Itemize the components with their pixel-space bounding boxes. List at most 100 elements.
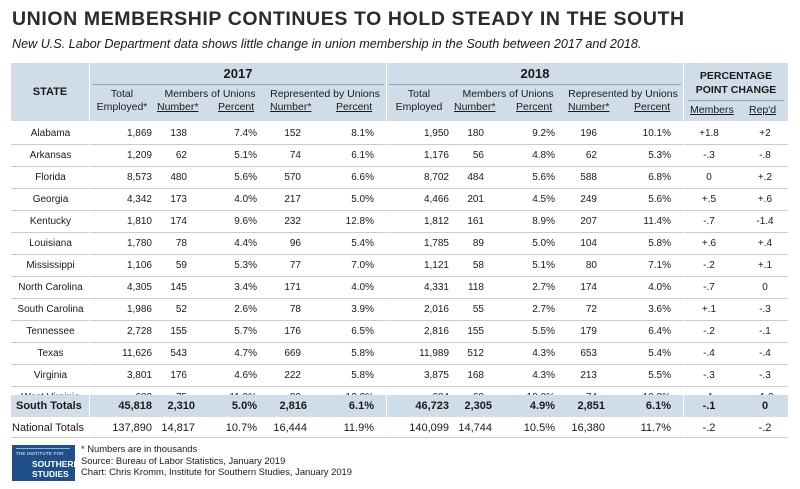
state-name: Mississippi bbox=[26, 260, 75, 271]
state-column-header: STATE bbox=[32, 86, 68, 98]
logo-the-institute-for: THE INSTITUTE FOR bbox=[16, 451, 64, 456]
cell-mempct17: 9.6% bbox=[234, 216, 257, 227]
cell-mempct18: 4.3% bbox=[532, 370, 555, 381]
cell-mem18: 512 bbox=[467, 348, 484, 359]
cell-tot18: 1,785 bbox=[423, 238, 449, 249]
cell-chg-rep: -1.4 bbox=[756, 216, 774, 227]
cell-mem17: 543 bbox=[170, 348, 187, 359]
logo-southern: SOUTHERN bbox=[32, 459, 80, 469]
cell-tot17: 1,106 bbox=[126, 260, 152, 271]
state-name: Alabama bbox=[30, 128, 71, 139]
cell-mem18: 56 bbox=[472, 150, 484, 161]
total-employed-2017-header: Total Employed* bbox=[92, 88, 152, 114]
cell-reppct18: 5.6% bbox=[648, 194, 671, 205]
cell-mem17: 145 bbox=[170, 282, 187, 293]
state-name: Georgia bbox=[32, 194, 69, 205]
cell-reppct17: 6.1% bbox=[351, 150, 374, 161]
cell-chg-mem: -.7 bbox=[703, 282, 715, 293]
cell-tot18: 1,812 bbox=[423, 216, 449, 227]
table-row: Virginia 3,801 176 4.6% 222 5.8% 3,875 168 4.3% 2… bbox=[11, 365, 788, 387]
cell-mempct17: 2.6% bbox=[234, 304, 257, 315]
national-mem17: 14,817 bbox=[161, 422, 195, 434]
cell-mem17: 174 bbox=[170, 216, 187, 227]
national-totals-row: National Totals 137,890 14,817 10.7% 16,… bbox=[11, 417, 788, 438]
cell-reppct18: 6.8% bbox=[648, 172, 671, 183]
cell-mempct18: 2.7% bbox=[532, 282, 555, 293]
cell-rep18: 62 bbox=[585, 150, 597, 161]
cell-rep17: 669 bbox=[284, 348, 301, 359]
cell-chg-mem: 0 bbox=[706, 172, 712, 183]
state-name: Louisiana bbox=[29, 238, 72, 249]
state-name: Arkansas bbox=[29, 150, 72, 161]
state-name: Virginia bbox=[33, 370, 68, 381]
logo-rule bbox=[16, 448, 70, 449]
state-name: Texas bbox=[37, 348, 64, 359]
cell-rep17: 217 bbox=[284, 194, 301, 205]
table-row: Kentucky 1,810 174 9.6% 232 12.8% 1,812 161 8.9%… bbox=[11, 211, 788, 233]
state-name: Florida bbox=[35, 172, 66, 183]
cell-tot17: 1,869 bbox=[126, 128, 152, 139]
table-row: Mississippi 1,106 59 5.3% 77 7.0% 1,121 58 5.1% 8… bbox=[11, 255, 788, 277]
cell-mempct18: 8.9% bbox=[532, 216, 555, 227]
cell-rep18: 653 bbox=[580, 348, 597, 359]
cell-mem18: 55 bbox=[472, 304, 484, 315]
cell-rep18: 588 bbox=[580, 172, 597, 183]
cell-rep17: 78 bbox=[289, 304, 301, 315]
cell-reppct17: 12.8% bbox=[345, 216, 374, 227]
members-percent-2017-header: Percent bbox=[218, 101, 255, 113]
cell-rep17: 232 bbox=[284, 216, 301, 227]
logo-small-text: THE INSTITUTE FOR bbox=[16, 451, 64, 456]
cell-rep18: 80 bbox=[585, 260, 597, 271]
cell-rep17: 176 bbox=[284, 326, 301, 337]
cell-mem17: 480 bbox=[170, 172, 187, 183]
represented-number-2017-header: Number* bbox=[270, 101, 312, 113]
year-2018-header: 2018 bbox=[520, 66, 550, 81]
south-mem17: 2,310 bbox=[167, 400, 195, 412]
members-change-header: Members bbox=[690, 104, 734, 116]
cell-tot17: 2,728 bbox=[126, 326, 152, 337]
logo-studies: STUDIES bbox=[32, 469, 69, 479]
cell-rep18: 104 bbox=[580, 238, 597, 249]
cell-mempct17: 4.7% bbox=[234, 348, 257, 359]
cell-chg-rep: +.1 bbox=[757, 260, 773, 271]
south-mempct18: 4.9% bbox=[529, 400, 555, 412]
cell-mem18: 89 bbox=[472, 238, 484, 249]
year-2018-header-band bbox=[387, 63, 683, 121]
table-row: Georgia 4,342 173 4.0% 217 5.0% 4,466 201 4.5% 24… bbox=[11, 189, 788, 211]
cell-mem17: 78 bbox=[175, 238, 187, 249]
national-chg-mem: -.2 bbox=[702, 422, 716, 434]
cell-rep18: 72 bbox=[585, 304, 597, 315]
national-rep17: 16,444 bbox=[273, 422, 307, 434]
cell-mempct17: 4.6% bbox=[234, 370, 257, 381]
cell-tot18: 2,816 bbox=[423, 326, 449, 337]
national-tot17: 137,890 bbox=[112, 422, 152, 434]
cell-mem17: 176 bbox=[170, 370, 187, 381]
year-2017-divider bbox=[92, 84, 384, 85]
cell-rep18: 179 bbox=[580, 326, 597, 337]
total-2017-line1: Total bbox=[110, 88, 134, 100]
cell-tot18: 4,331 bbox=[423, 282, 449, 293]
cell-reppct18: 5.3% bbox=[648, 150, 671, 161]
cell-tot17: 1,810 bbox=[126, 216, 152, 227]
cell-mem17: 155 bbox=[170, 326, 187, 337]
cell-reppct18: 5.5% bbox=[648, 370, 671, 381]
total-2018-line2: Employed bbox=[395, 101, 443, 113]
cell-mempct18: 4.8% bbox=[532, 150, 555, 161]
national-mempct18: 10.5% bbox=[523, 422, 555, 434]
cell-reppct18: 5.4% bbox=[648, 348, 671, 359]
represented-percent-2018-header: Percent bbox=[634, 101, 671, 113]
table-row: Florida 8,573 480 5.6% 570 6.6% 8,702 484 5.6% 58… bbox=[11, 167, 788, 189]
cell-chg-rep: +.2 bbox=[757, 172, 773, 183]
cell-reppct17: 6.5% bbox=[351, 326, 374, 337]
cell-mem18: 161 bbox=[467, 216, 484, 227]
cell-tot18: 3,875 bbox=[423, 370, 449, 381]
cell-mempct18: 5.0% bbox=[532, 238, 555, 249]
cell-chg-rep: -.3 bbox=[759, 370, 771, 381]
cell-chg-mem: -.7 bbox=[703, 216, 715, 227]
cell-tot17: 4,342 bbox=[126, 194, 152, 205]
cell-mem18: 484 bbox=[467, 172, 484, 183]
cell-rep17: 171 bbox=[284, 282, 301, 293]
total-employed-2018-header: Total Employed bbox=[389, 88, 449, 114]
cell-tot17: 1,780 bbox=[126, 238, 152, 249]
south-totals-row: South Totals 45,818 2,310 5.0% 2,816 6.1… bbox=[11, 395, 788, 417]
